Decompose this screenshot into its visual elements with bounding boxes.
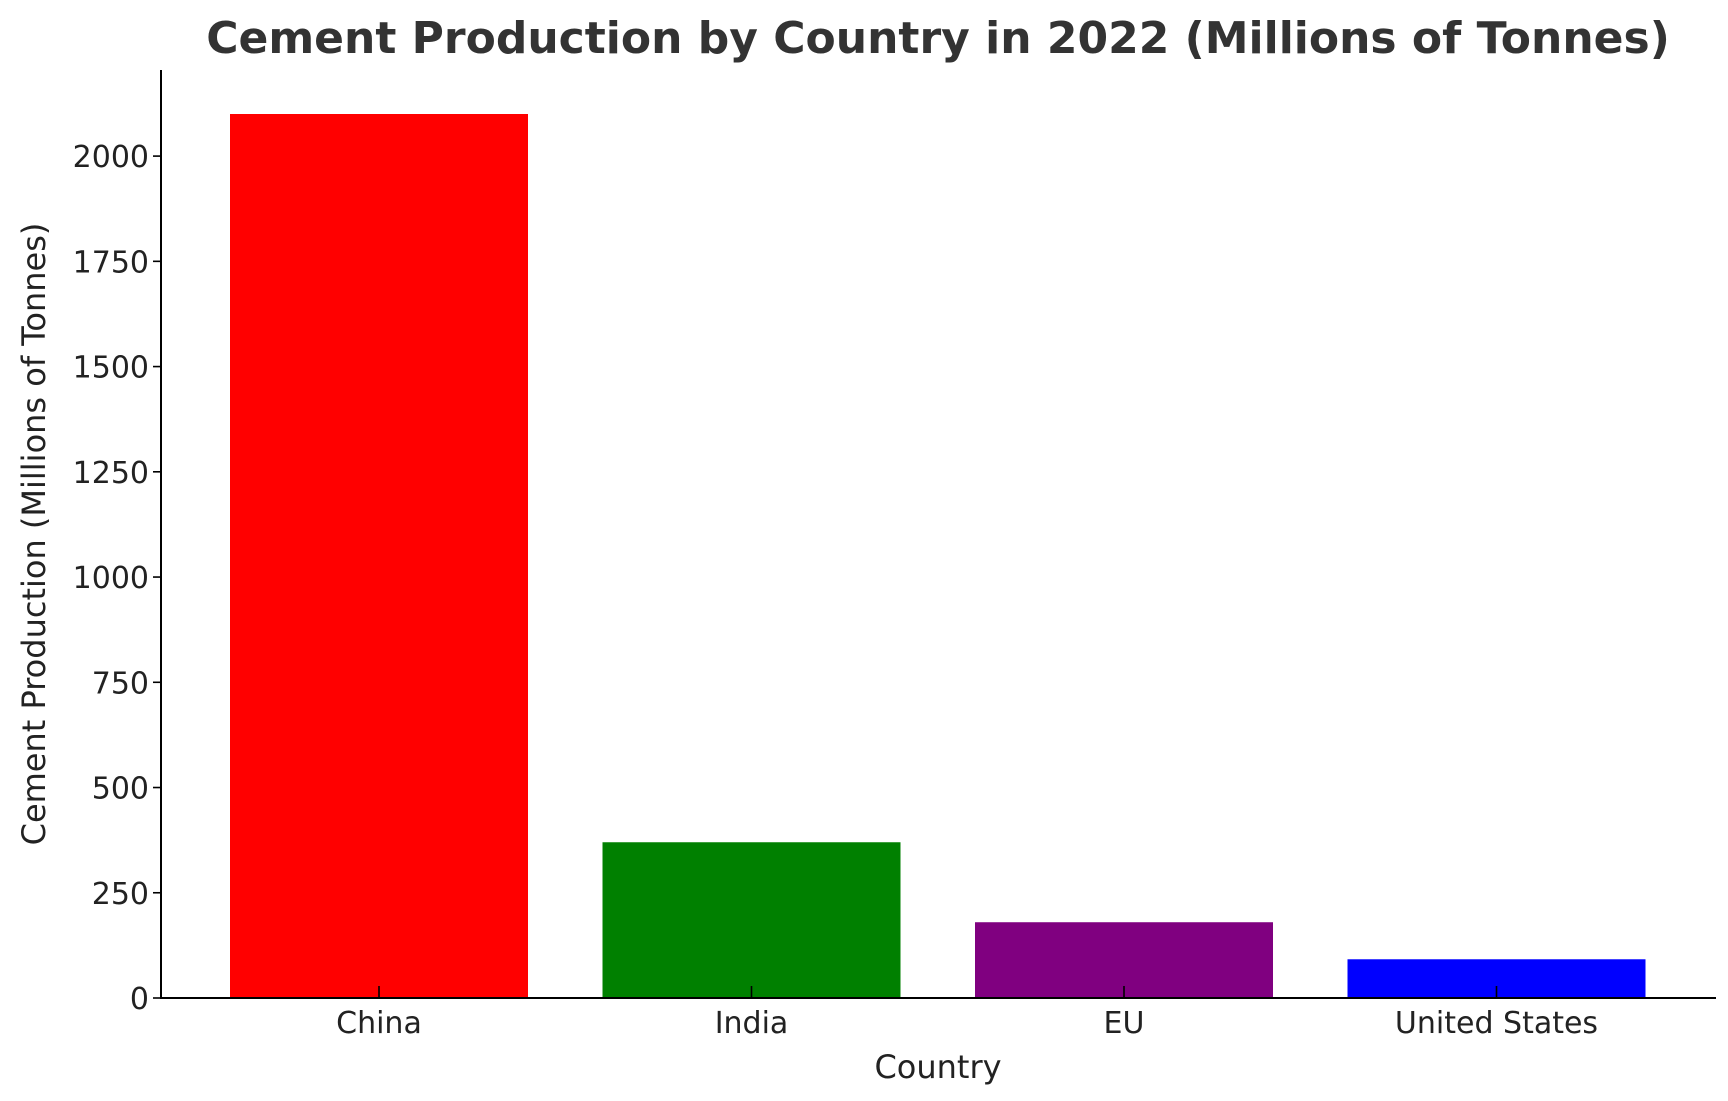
bar-india xyxy=(602,842,901,998)
y-tick-label: 250 xyxy=(92,877,149,912)
y-tick-label: 1500 xyxy=(73,351,149,386)
y-tick-label: 750 xyxy=(92,666,149,701)
x-axis-label: Country xyxy=(874,1048,1001,1086)
x-tick-label: United States xyxy=(1395,1006,1598,1041)
y-tick-label: 0 xyxy=(130,982,149,1017)
x-tick-label: EU xyxy=(1104,1006,1145,1041)
bar-china xyxy=(230,114,528,998)
x-tick-label: India xyxy=(715,1006,789,1041)
y-axis-ticks: 0 250 500 750 1000 1250 1500 1750 2000 xyxy=(73,140,161,1017)
y-tick-label: 1750 xyxy=(73,245,149,280)
y-tick-label: 1000 xyxy=(73,561,149,596)
x-axis-ticks: China India EU United States xyxy=(336,986,1598,1041)
x-tick-label: China xyxy=(336,1006,422,1041)
chart-title: Cement Production by Country in 2022 (Mi… xyxy=(206,13,1670,64)
y-tick-label: 1250 xyxy=(73,456,149,491)
y-tick-label: 2000 xyxy=(73,140,149,175)
bar-eu xyxy=(975,922,1273,998)
y-tick-label: 500 xyxy=(92,772,149,807)
bars-group xyxy=(230,114,1646,998)
y-axis-label: Cement Production (Millions of Tonnes) xyxy=(15,223,53,846)
